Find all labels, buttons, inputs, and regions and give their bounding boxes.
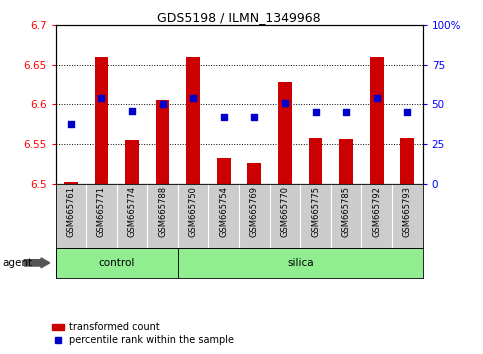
Text: GSM665788: GSM665788 — [158, 186, 167, 237]
Text: GSM665750: GSM665750 — [189, 186, 198, 237]
Text: GSM665793: GSM665793 — [403, 186, 412, 237]
Title: GDS5198 / ILMN_1349968: GDS5198 / ILMN_1349968 — [157, 11, 321, 24]
Point — [220, 114, 227, 120]
Point — [67, 121, 75, 127]
Bar — [400, 138, 414, 184]
Bar — [95, 57, 108, 184]
Point — [312, 109, 319, 114]
Text: GSM665774: GSM665774 — [128, 186, 137, 237]
Point — [281, 100, 289, 105]
Text: control: control — [99, 258, 135, 268]
Bar — [247, 162, 261, 184]
Text: GSM665771: GSM665771 — [97, 186, 106, 237]
Point — [189, 95, 197, 101]
Point — [251, 114, 258, 120]
Bar — [278, 82, 292, 184]
Text: GSM665761: GSM665761 — [66, 186, 75, 237]
Bar — [64, 183, 78, 184]
Bar — [309, 138, 323, 184]
Point — [342, 109, 350, 114]
Bar — [178, 248, 423, 278]
Bar — [186, 57, 200, 184]
Bar — [339, 139, 353, 184]
Bar — [156, 101, 170, 184]
Point — [373, 95, 381, 101]
Point — [128, 108, 136, 114]
Text: GSM665770: GSM665770 — [281, 186, 289, 237]
Point — [98, 95, 105, 101]
Bar — [370, 57, 384, 184]
Point — [159, 102, 167, 107]
Text: GSM665792: GSM665792 — [372, 186, 381, 237]
Point — [403, 109, 411, 114]
Text: GSM665785: GSM665785 — [341, 186, 351, 237]
Text: silica: silica — [287, 258, 313, 268]
Bar — [217, 158, 231, 184]
Legend: transformed count, percentile rank within the sample: transformed count, percentile rank withi… — [48, 319, 238, 349]
Bar — [125, 140, 139, 184]
Text: agent: agent — [2, 258, 32, 268]
Text: GSM665754: GSM665754 — [219, 186, 228, 237]
Bar — [56, 248, 178, 278]
Text: GSM665775: GSM665775 — [311, 186, 320, 237]
Text: GSM665769: GSM665769 — [250, 186, 259, 237]
